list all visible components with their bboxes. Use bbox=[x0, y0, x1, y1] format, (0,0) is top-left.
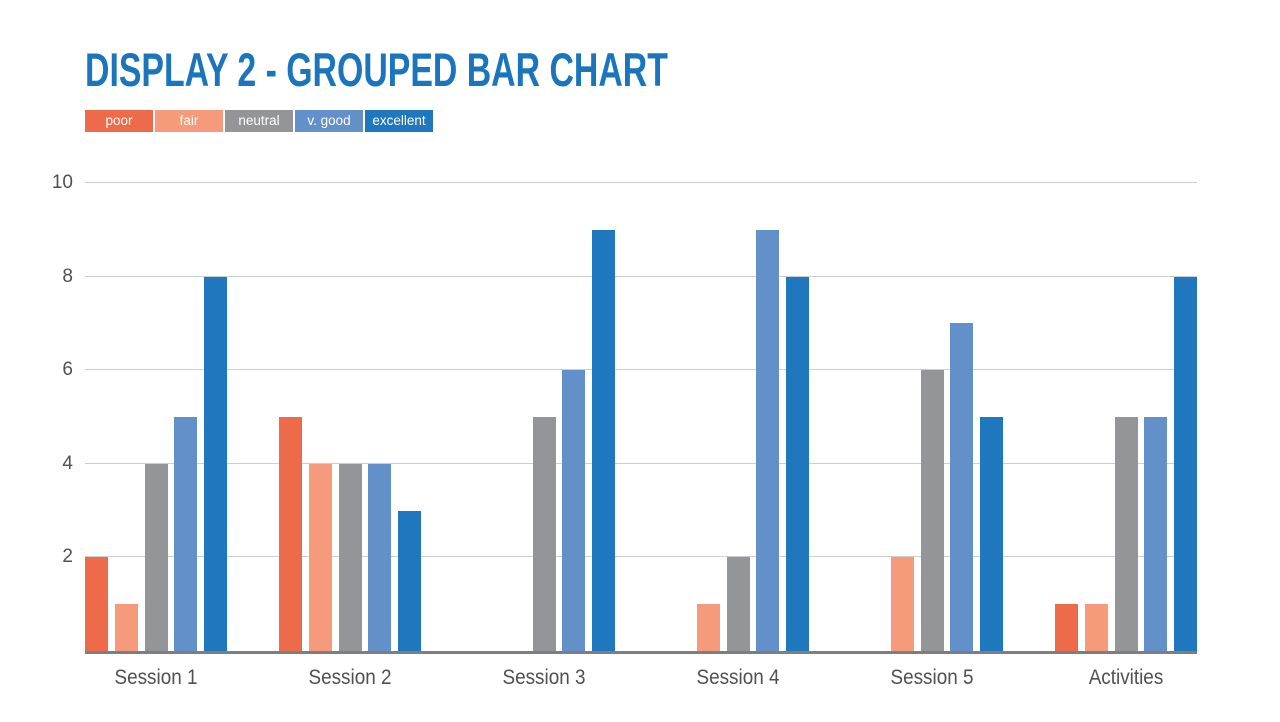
gridline bbox=[85, 369, 1197, 371]
y-tick-label: 10 bbox=[51, 172, 73, 193]
bar-group-session-5 bbox=[861, 183, 1003, 651]
legend: poor fair neutral v. good excellent bbox=[85, 110, 433, 132]
y-tick-label: 2 bbox=[62, 546, 73, 568]
page-title: DISPLAY 2 - GROUPED BAR CHART bbox=[85, 43, 668, 96]
bar-neutral bbox=[144, 463, 168, 651]
bar-fair bbox=[696, 604, 720, 651]
bar-fair bbox=[114, 604, 138, 651]
x-axis-label-session-4: Session 4 bbox=[696, 666, 780, 689]
bar-excellent bbox=[1174, 276, 1197, 651]
legend-item-v-good: v. good bbox=[295, 110, 363, 132]
bar-excellent bbox=[204, 276, 227, 651]
bar-neutral bbox=[1114, 417, 1138, 651]
bar-v-good bbox=[562, 370, 586, 651]
bar-v-good bbox=[368, 463, 392, 651]
bar-poor bbox=[85, 557, 108, 651]
bar-fair bbox=[890, 557, 914, 651]
plot-area: 2 4 6 8 10 bbox=[52, 173, 1197, 654]
bar-excellent bbox=[786, 276, 809, 651]
bar-poor bbox=[279, 417, 302, 651]
bar-group-session-1 bbox=[85, 183, 227, 651]
x-axis-label-session-3: Session 3 bbox=[502, 666, 586, 689]
x-axis-label-session-1: Session 1 bbox=[114, 666, 198, 689]
bar-fair bbox=[1084, 604, 1108, 651]
x-axis-labels: Session 1 Session 2 Session 3 Session 4 Sess… bbox=[85, 666, 1197, 690]
gridline bbox=[85, 275, 1197, 277]
bar-group-session-3 bbox=[473, 183, 615, 651]
bar-v-good bbox=[1144, 417, 1168, 651]
gridline bbox=[85, 182, 1197, 183]
bar-neutral bbox=[920, 370, 944, 651]
legend-item-fair: fair bbox=[155, 110, 223, 132]
gridline bbox=[85, 556, 1197, 558]
bar-v-good bbox=[174, 417, 198, 651]
bar-neutral bbox=[532, 417, 556, 651]
bar-groups bbox=[85, 183, 1197, 651]
bar-excellent bbox=[398, 510, 421, 651]
bar-neutral bbox=[338, 463, 362, 651]
bar-fair bbox=[308, 463, 332, 651]
y-tick-label: 4 bbox=[62, 452, 73, 474]
bar-neutral bbox=[726, 557, 750, 651]
x-axis-label-session-5: Session 5 bbox=[890, 666, 974, 689]
legend-item-poor: poor bbox=[85, 110, 153, 132]
y-tick-label: 6 bbox=[62, 359, 73, 381]
y-tick-label: 8 bbox=[62, 265, 73, 287]
bar-excellent bbox=[980, 417, 1003, 651]
bar-v-good bbox=[756, 229, 780, 651]
bar-group-session-2 bbox=[279, 183, 421, 651]
bar-v-good bbox=[950, 323, 974, 651]
x-axis-label-session-2: Session 2 bbox=[308, 666, 392, 689]
legend-item-neutral: neutral bbox=[225, 110, 293, 132]
legend-item-excellent: excellent bbox=[365, 110, 433, 132]
bar-group-activities bbox=[1055, 183, 1197, 651]
bar-excellent bbox=[592, 229, 615, 651]
bar-group-session-4 bbox=[667, 183, 809, 651]
gridline bbox=[85, 462, 1197, 464]
x-axis-line bbox=[85, 651, 1197, 654]
x-axis-label-activities: Activities bbox=[1088, 666, 1164, 689]
bar-poor bbox=[1055, 604, 1078, 651]
